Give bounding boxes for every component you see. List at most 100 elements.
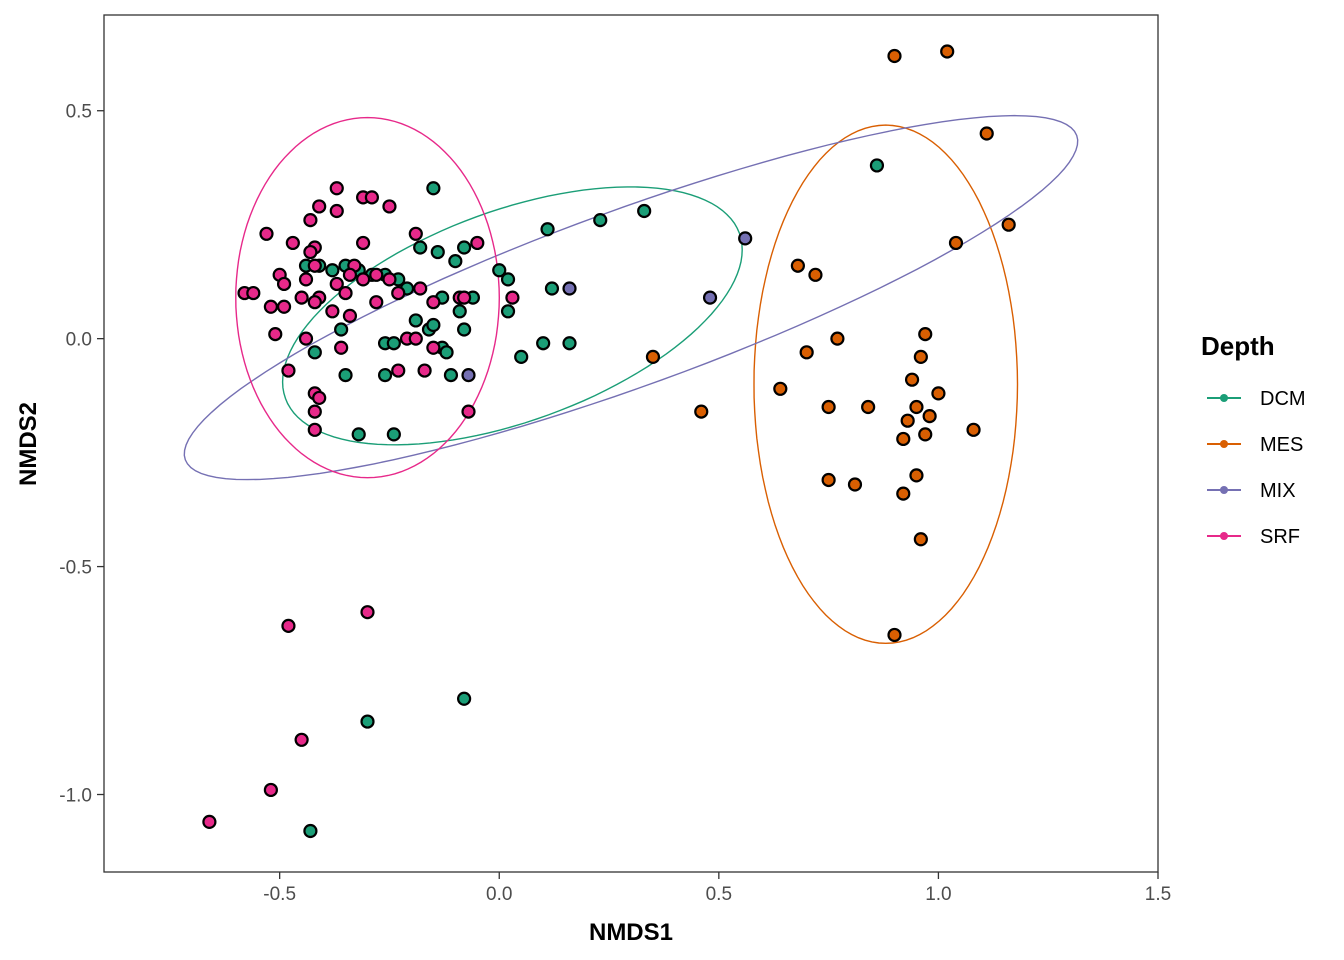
point-srf: [294, 290, 309, 305]
point-srf: [391, 363, 406, 378]
point-srf: [342, 308, 358, 323]
point-dcm: [457, 691, 472, 706]
point-dcm: [360, 714, 375, 729]
point-dcm: [540, 222, 555, 237]
point-dcm: [593, 213, 608, 228]
legend-key-point: [1220, 532, 1228, 540]
point-srf: [505, 290, 520, 305]
point-mes: [790, 258, 805, 273]
point-mes: [773, 381, 788, 396]
point-mes: [922, 409, 937, 424]
point-srf: [312, 390, 327, 406]
point-dcm: [448, 254, 463, 269]
legend: Depth DCM MES MIX SRF: [1201, 331, 1306, 548]
point-mes: [940, 44, 955, 59]
x-tick-label: 1.0: [925, 884, 951, 905]
point-mes: [913, 532, 928, 547]
point-srf: [360, 605, 375, 620]
point-srf: [276, 276, 292, 292]
point-srf: [325, 304, 340, 319]
point-mix: [461, 368, 476, 383]
point-mes: [830, 331, 845, 346]
point-srf: [334, 340, 349, 355]
point-dcm: [562, 336, 577, 351]
point-srf: [285, 235, 300, 251]
plot-border: [103, 14, 1159, 873]
point-srf: [259, 226, 274, 241]
point-srf: [426, 340, 441, 355]
point-dcm: [492, 263, 507, 278]
point-srf: [338, 285, 353, 301]
point-dcm: [536, 336, 551, 351]
point-dcm: [457, 322, 472, 337]
point-dcm: [325, 263, 340, 278]
point-srf: [202, 814, 217, 829]
point-mes: [887, 48, 902, 64]
point-srf: [364, 190, 379, 205]
point-srf: [356, 235, 371, 251]
point-srf: [426, 295, 441, 310]
point-mes: [821, 399, 836, 415]
point-srf: [246, 285, 261, 301]
point-dcm: [334, 322, 349, 337]
legend-key-point: [1220, 394, 1228, 402]
legend-item-srf: SRF: [1207, 526, 1300, 548]
point-mes: [821, 472, 836, 488]
point-srf: [369, 267, 384, 282]
point-srf: [307, 295, 322, 310]
point-mes: [900, 413, 915, 428]
point-srf: [281, 618, 296, 633]
legend-label: MES: [1260, 434, 1303, 456]
point-mix: [738, 231, 753, 246]
point-dcm: [413, 240, 428, 255]
point-mes: [861, 399, 876, 415]
point-srf: [294, 732, 309, 747]
point-mes: [694, 404, 709, 419]
point-srf: [281, 363, 296, 378]
point-mes: [918, 427, 933, 442]
point-mes: [896, 431, 911, 447]
point-srf: [417, 363, 432, 378]
point-srf: [342, 267, 358, 282]
point-srf: [408, 226, 423, 241]
x-tick-label: 0.5: [706, 884, 732, 905]
y-axis-title: NMDS2: [15, 402, 42, 486]
legend-item-dcm: DCM: [1207, 388, 1306, 410]
point-mes: [918, 326, 933, 342]
x-tick-label: -0.5: [263, 884, 296, 905]
point-dcm: [452, 304, 467, 319]
point-mes: [808, 267, 823, 282]
point-srf: [382, 272, 397, 287]
point-dcm: [338, 368, 353, 383]
point-srf: [312, 199, 327, 214]
y-axis-ticks: -1.0 -0.5 0.0 0.5: [59, 102, 104, 807]
point-dcm: [307, 345, 322, 360]
point-dcm: [443, 368, 459, 383]
point-srf: [263, 782, 278, 798]
point-srf: [408, 331, 423, 346]
point-srf: [276, 299, 292, 314]
point-dcm: [500, 304, 516, 319]
x-axis-title: NMDS1: [589, 919, 673, 946]
point-mes: [847, 477, 863, 492]
point-mes: [904, 372, 920, 387]
point-srf: [356, 272, 371, 287]
point-srf: [413, 281, 428, 296]
point-srf: [461, 404, 476, 419]
point-dcm: [869, 158, 885, 173]
x-tick-label: 0.0: [486, 884, 512, 905]
point-srf: [263, 299, 278, 314]
y-tick-label: -1.0: [59, 786, 92, 807]
point-mes: [966, 422, 981, 437]
point-srf: [298, 272, 314, 287]
legend-title: Depth: [1201, 331, 1275, 361]
point-dcm: [303, 823, 318, 839]
point-srf: [391, 285, 406, 301]
point-mix: [702, 290, 718, 305]
point-srf: [268, 326, 283, 342]
point-srf: [470, 235, 485, 251]
legend-label: MIX: [1260, 480, 1296, 502]
point-mes: [909, 468, 924, 483]
point-dcm: [426, 317, 441, 333]
